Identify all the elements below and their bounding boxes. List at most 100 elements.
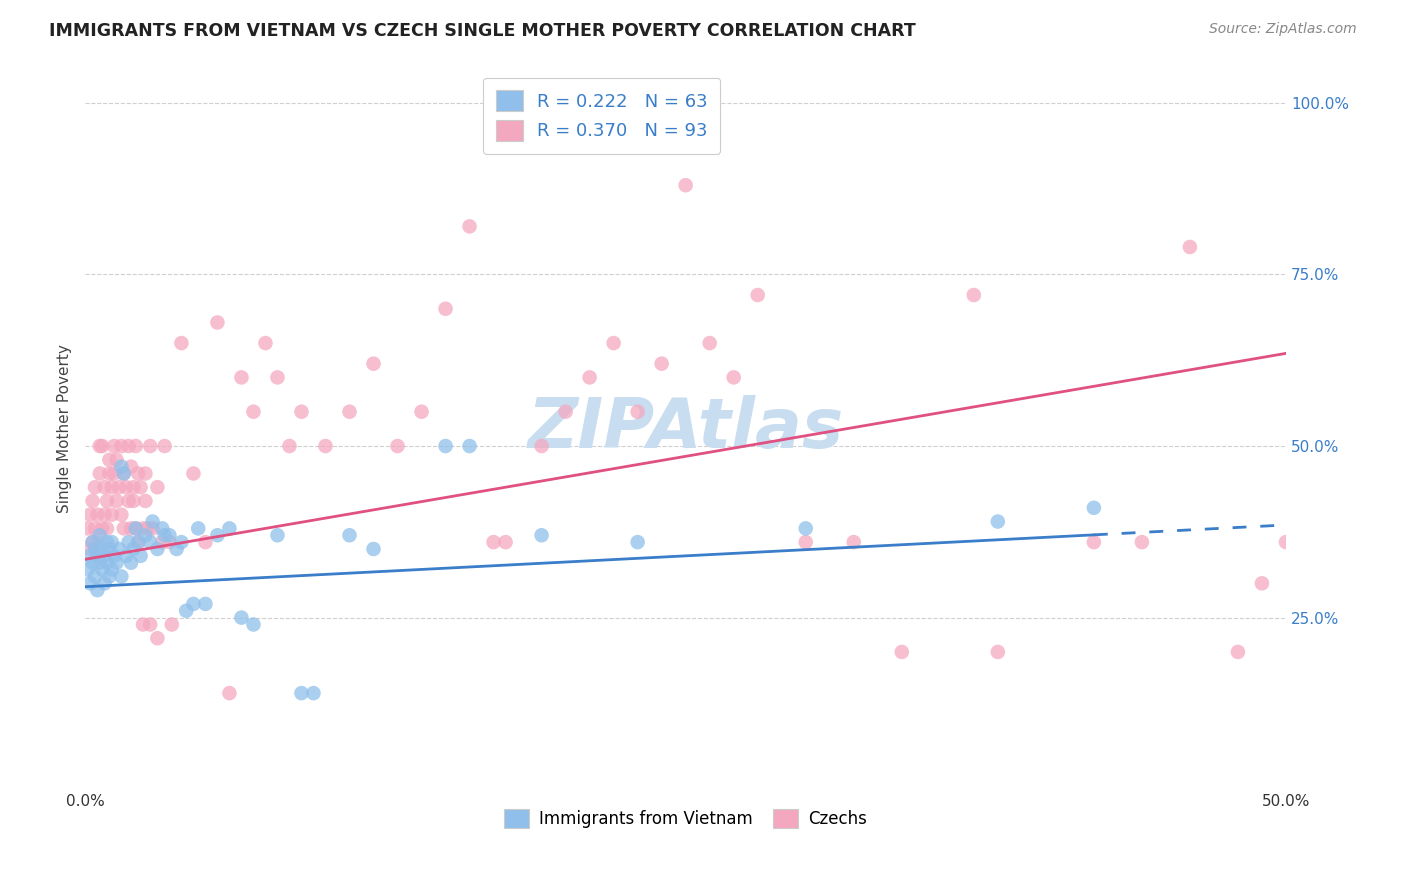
Point xyxy=(125,521,148,535)
Point xyxy=(387,439,409,453)
Point xyxy=(242,405,264,419)
Point xyxy=(96,535,118,549)
Point xyxy=(120,459,142,474)
Point xyxy=(290,405,312,419)
Point xyxy=(79,508,101,522)
Point xyxy=(530,439,553,453)
Point xyxy=(105,494,128,508)
Point xyxy=(339,528,361,542)
Point xyxy=(79,576,101,591)
Point xyxy=(134,494,156,508)
Point xyxy=(96,556,118,570)
Y-axis label: Single Mother Poverty: Single Mother Poverty xyxy=(58,344,72,513)
Point xyxy=(98,541,121,556)
Point xyxy=(91,541,114,556)
Point xyxy=(101,535,124,549)
Point xyxy=(723,370,745,384)
Point xyxy=(101,480,124,494)
Point xyxy=(218,686,240,700)
Point xyxy=(132,617,155,632)
Point xyxy=(290,686,312,700)
Point xyxy=(278,439,301,453)
Point xyxy=(76,521,98,535)
Point xyxy=(170,535,193,549)
Point xyxy=(231,610,253,624)
Point xyxy=(170,336,193,351)
Point xyxy=(112,467,135,481)
Point xyxy=(146,631,169,645)
Point xyxy=(166,541,188,556)
Point xyxy=(86,535,108,549)
Point xyxy=(96,521,118,535)
Point xyxy=(530,528,553,542)
Point xyxy=(127,535,149,549)
Point xyxy=(506,123,529,137)
Point xyxy=(82,556,104,570)
Point xyxy=(86,583,108,598)
Point xyxy=(139,535,162,549)
Point xyxy=(482,535,505,549)
Point xyxy=(122,494,145,508)
Point xyxy=(108,480,131,494)
Point xyxy=(254,336,277,351)
Point xyxy=(105,452,128,467)
Point xyxy=(91,439,114,453)
Point xyxy=(76,563,98,577)
Text: ZIPAtlas: ZIPAtlas xyxy=(527,395,844,462)
Point xyxy=(458,439,481,453)
Point xyxy=(117,494,139,508)
Point xyxy=(79,541,101,556)
Point xyxy=(103,549,125,563)
Point xyxy=(110,459,132,474)
Point xyxy=(129,549,152,563)
Point xyxy=(82,494,104,508)
Point xyxy=(150,535,173,549)
Point xyxy=(139,617,162,632)
Point xyxy=(987,645,1010,659)
Point xyxy=(194,535,217,549)
Point xyxy=(93,480,115,494)
Point xyxy=(218,521,240,535)
Point xyxy=(93,576,115,591)
Point xyxy=(86,508,108,522)
Point xyxy=(115,549,138,563)
Point xyxy=(110,508,132,522)
Point xyxy=(207,528,229,542)
Point xyxy=(651,357,673,371)
Point xyxy=(136,521,159,535)
Point xyxy=(315,439,337,453)
Point xyxy=(174,604,197,618)
Point xyxy=(602,336,624,351)
Point xyxy=(675,178,697,193)
Point xyxy=(89,556,111,570)
Point xyxy=(122,541,145,556)
Point xyxy=(117,439,139,453)
Point xyxy=(108,541,131,556)
Point xyxy=(112,467,135,481)
Point xyxy=(187,521,209,535)
Point xyxy=(434,301,457,316)
Point xyxy=(89,467,111,481)
Point xyxy=(1178,240,1201,254)
Point xyxy=(794,521,817,535)
Point xyxy=(495,535,517,549)
Point xyxy=(363,357,385,371)
Point xyxy=(132,521,155,535)
Point xyxy=(194,597,217,611)
Point xyxy=(302,686,325,700)
Point xyxy=(110,439,132,453)
Point xyxy=(183,467,205,481)
Point xyxy=(434,439,457,453)
Point xyxy=(84,569,107,583)
Point xyxy=(122,480,145,494)
Point xyxy=(103,467,125,481)
Point xyxy=(1275,535,1298,549)
Point xyxy=(82,535,104,549)
Point xyxy=(242,617,264,632)
Point xyxy=(115,480,138,494)
Point xyxy=(1083,535,1105,549)
Point xyxy=(84,541,107,556)
Point xyxy=(146,480,169,494)
Point xyxy=(142,521,165,535)
Point xyxy=(86,549,108,563)
